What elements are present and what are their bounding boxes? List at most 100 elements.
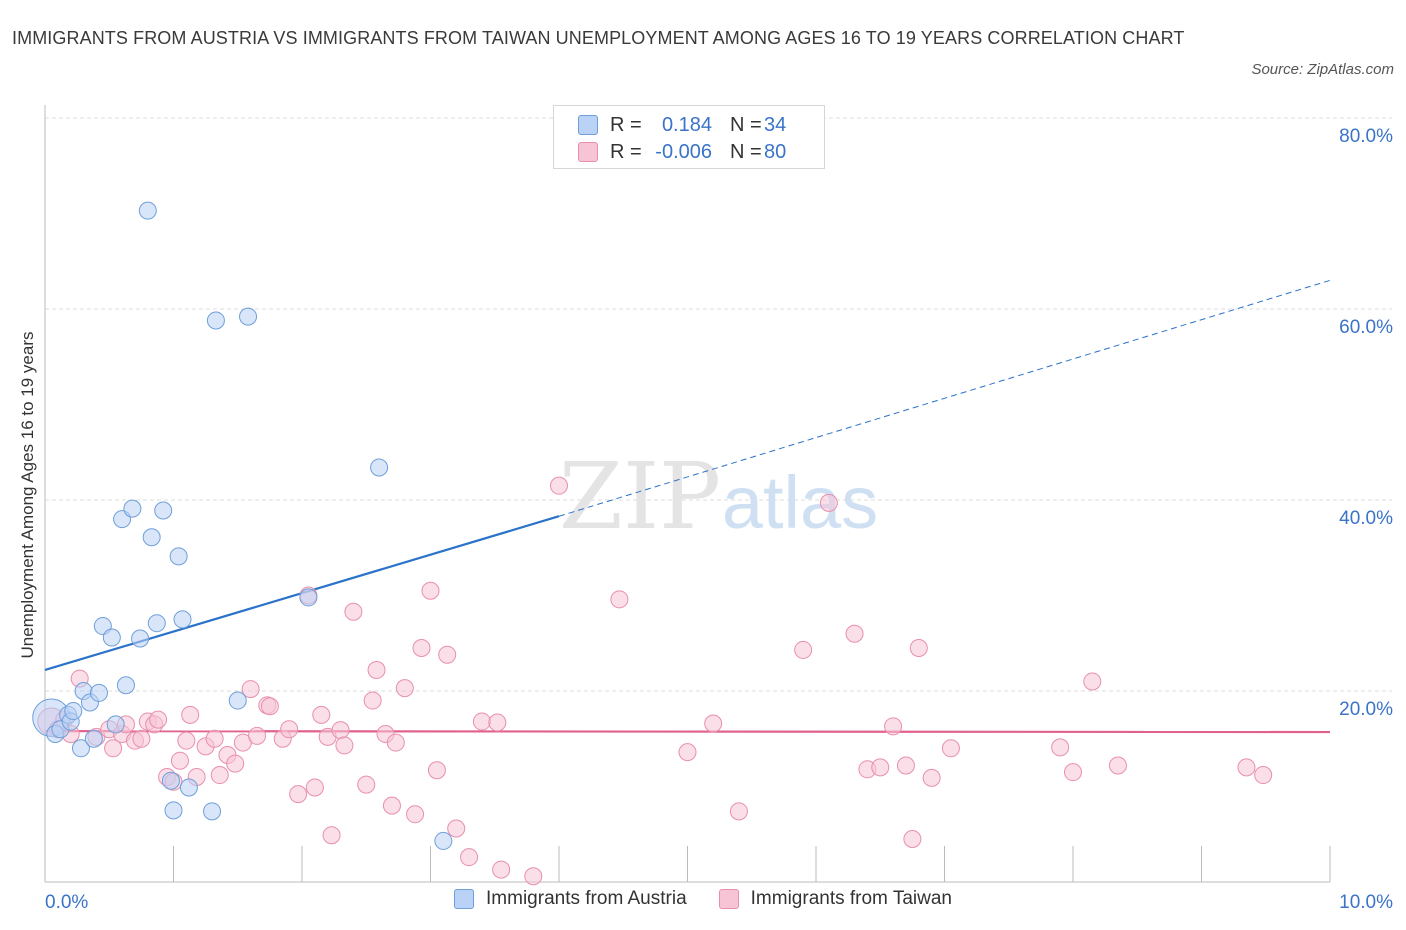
taiwan-point [357, 775, 376, 794]
taiwan-point [367, 660, 386, 679]
y-tick-label: 40.0% [1339, 508, 1393, 529]
taiwan-point [941, 739, 960, 758]
taiwan-point [472, 712, 491, 731]
y-tick-label: 80.0% [1339, 126, 1393, 147]
austria-point [370, 458, 389, 477]
taiwan-point [335, 736, 354, 755]
taiwan-point [181, 705, 200, 724]
taiwan-point [421, 581, 440, 600]
taiwan-point [460, 848, 479, 867]
taiwan-point [395, 679, 414, 698]
taiwan-point [210, 766, 229, 785]
taiwan-point [331, 721, 350, 740]
taiwan-point [363, 691, 382, 710]
watermark-atlas: atlas [722, 461, 878, 544]
taiwan-point [871, 758, 890, 777]
taiwan-point [922, 768, 941, 787]
taiwan-point [794, 640, 813, 659]
legend-n-value-taiwan: 80 [764, 140, 787, 163]
taiwan-point [177, 731, 196, 750]
chart-title: IMMIGRANTS FROM AUSTRIA VS IMMIGRANTS FR… [12, 28, 1185, 48]
taiwan-point [1083, 672, 1102, 691]
taiwan-point [1254, 766, 1273, 785]
austria-point [239, 307, 258, 326]
taiwan-point [884, 717, 903, 736]
taiwan-point [427, 761, 446, 780]
taiwan-point [226, 754, 245, 773]
taiwan-point [819, 493, 838, 512]
series-label-taiwan: Immigrants from Taiwan [750, 888, 952, 909]
austria-point [203, 802, 222, 821]
legend-r-value-taiwan: -0.006 [655, 140, 712, 163]
taiwan-point [488, 713, 507, 732]
austria-point [89, 683, 108, 702]
series-swatch-austria [454, 889, 475, 909]
austria-point [299, 588, 318, 607]
taiwan-point [280, 720, 299, 739]
taiwan-point [312, 705, 331, 724]
austria-point [173, 610, 192, 629]
austria-point [179, 778, 198, 797]
taiwan-point [1051, 738, 1070, 757]
series-legend-item-taiwan[interactable]: Immigrants from Taiwan [718, 888, 952, 910]
taiwan-point [305, 778, 324, 797]
taiwan-point [289, 785, 308, 804]
austria-point [161, 771, 180, 790]
austria-point [154, 501, 173, 520]
taiwan-point [729, 802, 748, 821]
taiwan-point [149, 710, 168, 729]
source-label: Source: ZipAtlas.com [1251, 61, 1394, 78]
taiwan-point [438, 645, 457, 664]
taiwan-point [845, 624, 864, 643]
austria-point [138, 201, 157, 220]
series-legend-item-austria[interactable]: Immigrants from Austria [454, 888, 687, 910]
legend-row-taiwan: R = -0.006 N = 80 [578, 139, 786, 165]
austria-point [206, 311, 225, 330]
austria-trend-extension [558, 279, 1331, 517]
series-legend: Immigrants from Austria Immigrants from … [0, 888, 1406, 910]
austria-point [64, 702, 83, 721]
austria-point [434, 831, 453, 850]
taiwan-point [260, 697, 279, 716]
taiwan-point [170, 751, 189, 770]
y-axis-label: Unemployment Among Ages 16 to 19 years [18, 331, 37, 659]
taiwan-point [248, 726, 267, 745]
taiwan-point [132, 729, 151, 748]
taiwan-point [550, 476, 568, 495]
austria-point [102, 628, 121, 647]
austria-point [71, 739, 90, 758]
austria-point [142, 528, 161, 547]
taiwan-point [322, 826, 341, 845]
taiwan-point [678, 743, 697, 762]
legend-swatch-austria [578, 115, 598, 135]
taiwan-point [1108, 756, 1127, 775]
legend-n-label: N = [730, 113, 762, 136]
taiwan-point [524, 867, 543, 886]
austria-point [147, 614, 166, 633]
taiwan-point [406, 805, 425, 824]
taiwan-trend-line [44, 730, 1331, 734]
austria-point [84, 729, 103, 748]
legend-n-label: N = [730, 140, 762, 163]
austria-point [106, 715, 125, 734]
taiwan-point [896, 756, 915, 775]
austria-point [131, 629, 150, 648]
taiwan-point [104, 739, 123, 758]
taiwan-point [610, 590, 629, 609]
taiwan-point [1064, 763, 1082, 782]
austria-point [123, 499, 142, 518]
legend-swatch-taiwan [578, 142, 598, 162]
series-label-austria: Immigrants from Austria [486, 888, 687, 909]
legend-r-label: R = [610, 140, 642, 163]
y-tick-label: 20.0% [1339, 699, 1393, 720]
austria-point [164, 801, 183, 820]
x-tick-label-min: 0.0% [45, 892, 88, 913]
taiwan-point [492, 860, 511, 879]
austria-point [169, 547, 188, 566]
taiwan-point [704, 714, 723, 733]
taiwan-point [344, 602, 363, 621]
austria-point [228, 691, 247, 710]
taiwan-point [412, 639, 431, 658]
series-swatch-taiwan [718, 889, 739, 909]
